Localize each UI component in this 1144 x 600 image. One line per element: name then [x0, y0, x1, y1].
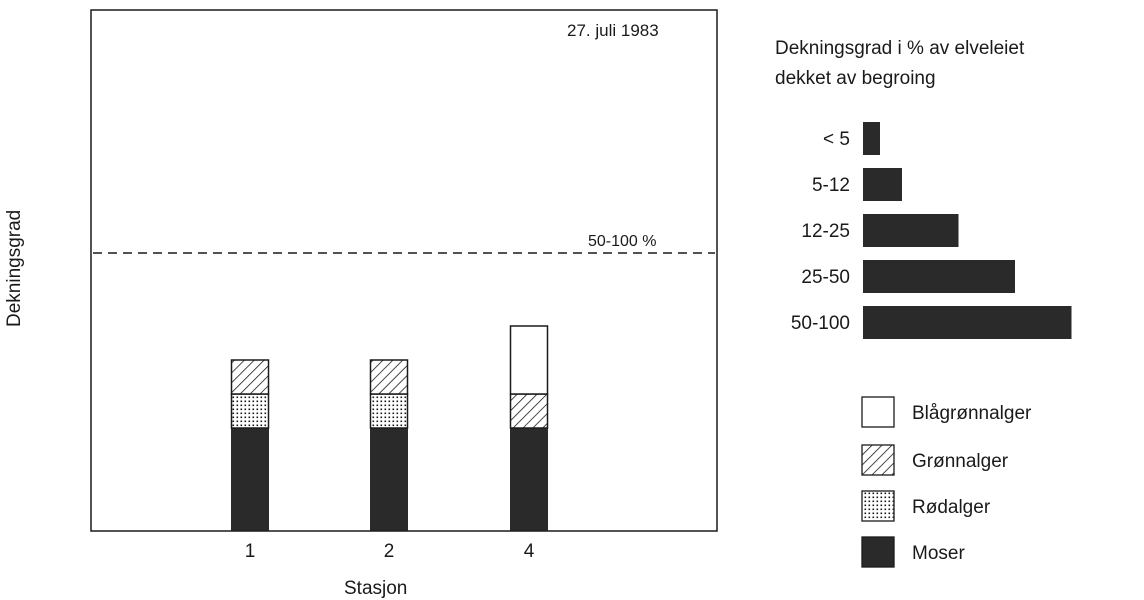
reference-line-label: 50-100 %	[588, 233, 657, 250]
taxa-legend: Blågrønnalger Grønnalger Rødalger Moser	[861, 396, 1032, 568]
scale-bar-5	[863, 122, 880, 155]
scale-label-1: < 5	[823, 129, 850, 150]
legend-label-blagronnalger: Blågrønnalger	[912, 403, 1032, 424]
x-tick-label-2: 2	[384, 541, 395, 562]
scale-legend-title-line2: dekket av begroing	[775, 68, 936, 89]
scale-label-5: 50-100	[791, 313, 850, 334]
legend-swatch-rodalger	[861, 490, 895, 522]
bar-segment-gronnalger-station-4	[509, 393, 549, 429]
scale-label-4: 25-50	[801, 267, 850, 288]
bar-segment-gronnalger-station-1	[230, 359, 270, 395]
y-axis-label: Dekningsgrad	[4, 210, 25, 327]
legend-label-gronnalger: Grønnalger	[912, 451, 1009, 472]
scale-legend: < 5 5-12 12-25 25-50 50-100	[791, 122, 1072, 339]
x-tick-labels: 1 2 4	[245, 541, 535, 562]
legend-swatch-moser	[861, 536, 895, 568]
chart-date: 27. juli 1983	[567, 21, 659, 40]
legend-label-rodalger: Rødalger	[912, 497, 991, 518]
legend-label-moser: Moser	[912, 543, 965, 564]
bar-segment-rodalger-station-1	[230, 393, 270, 429]
plot-frame	[90, 9, 718, 532]
bar-segment-moser-station-2	[370, 427, 408, 531]
scale-label-3: 12-25	[801, 221, 850, 242]
scale-bar-5-12	[863, 168, 902, 201]
scale-bar-25-50	[863, 260, 1015, 293]
scale-bar-50-100	[863, 306, 1072, 339]
legend-swatch-gronnalger	[861, 444, 895, 476]
scale-label-2: 5-12	[812, 175, 850, 196]
bars-group	[230, 325, 549, 531]
scale-bar-12-25	[863, 214, 959, 247]
bar-segment-moser-station-1	[231, 427, 269, 531]
x-tick-label-1: 1	[245, 541, 256, 562]
bar-segment-rodalger-station-2	[369, 393, 409, 429]
bar-segment-gronnalger-station-2	[369, 359, 409, 395]
legend-swatch-blagronnalger	[861, 396, 895, 428]
bar-segment-blagronnalger-station-4	[509, 325, 549, 395]
scale-legend-title-line1: Dekningsgrad i % av elveleiet	[775, 38, 1025, 59]
bar-segment-moser-station-4	[510, 427, 548, 531]
x-axis-label: Stasjon	[344, 578, 407, 599]
x-tick-label-4: 4	[524, 541, 535, 562]
